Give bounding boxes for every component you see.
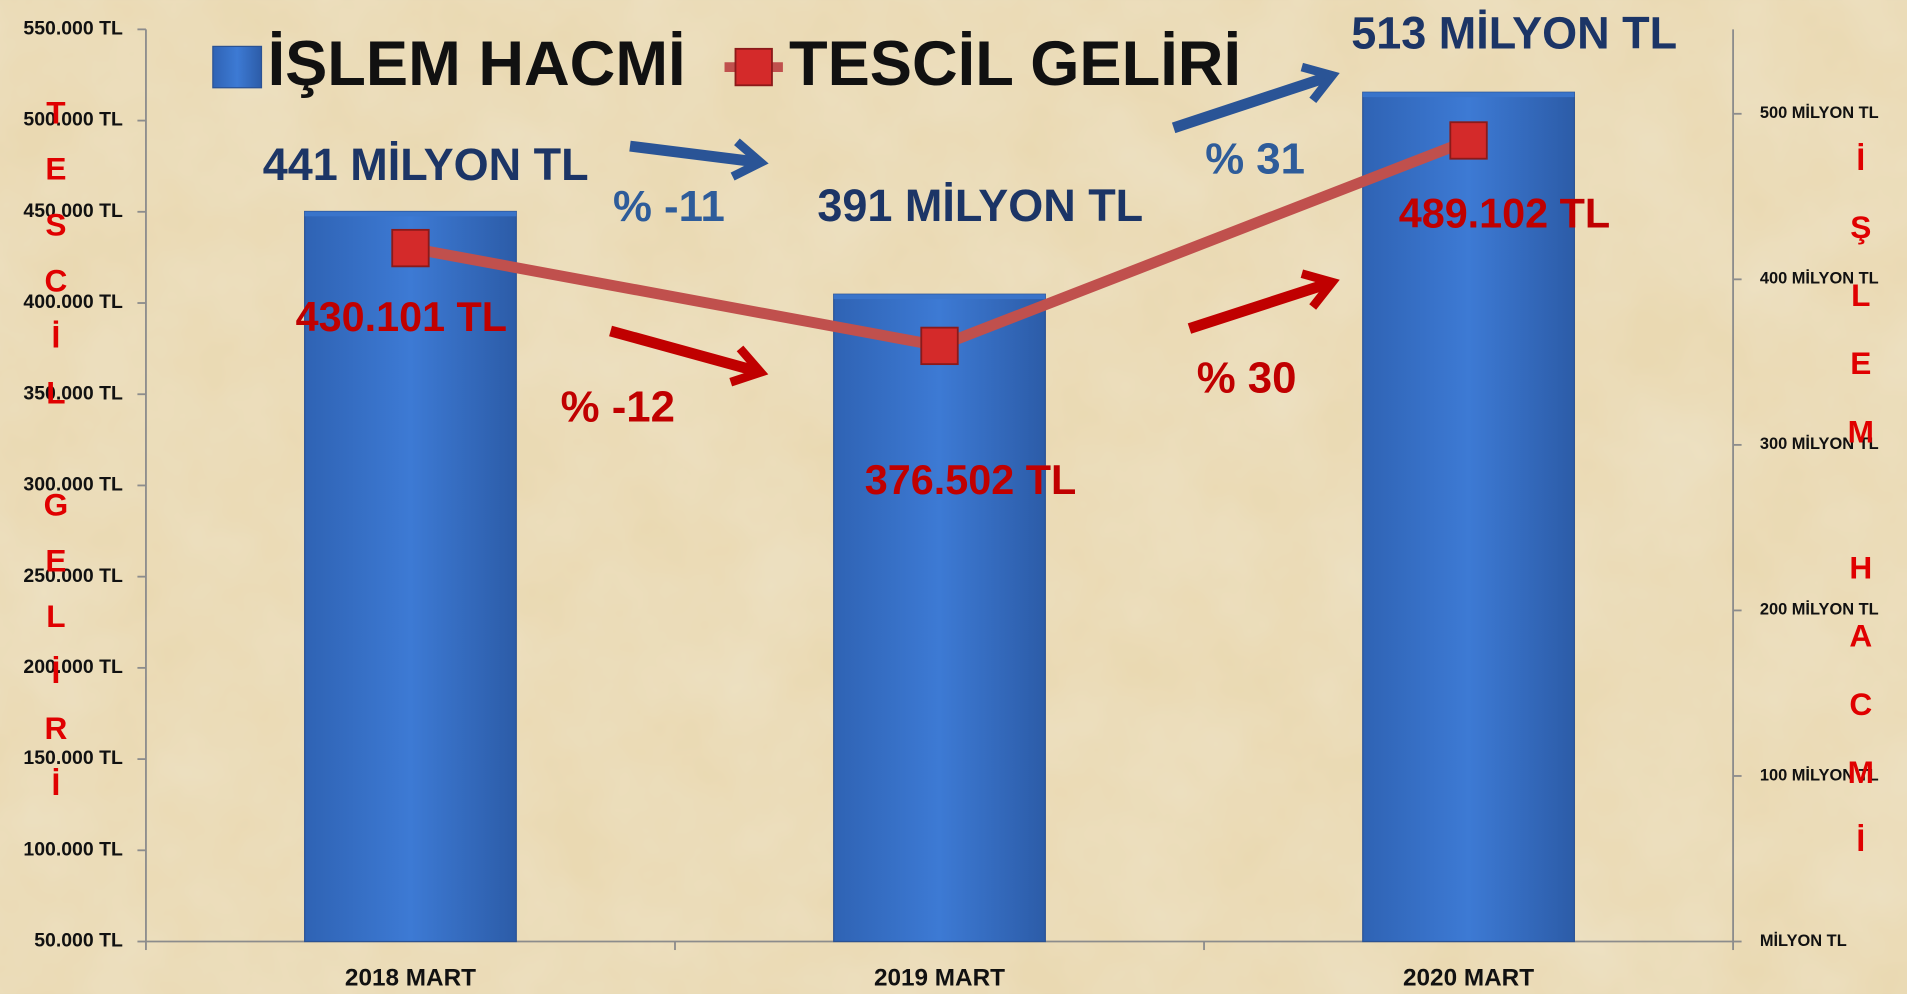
line-value-label: 489.102 TL (1399, 191, 1610, 237)
y-tick-label: 50.000 TL (34, 930, 123, 952)
line-marker (920, 326, 959, 366)
y-tick-label: 250.000 TL (23, 565, 123, 587)
y-tick-label: 150.000 TL (23, 747, 123, 769)
bar-value-label: 391 MİLYON TL (817, 180, 1143, 231)
arrows (609, 62, 1340, 387)
legend-marker (734, 47, 773, 87)
y-tick-label: 550.000 TL (23, 18, 123, 40)
annotation: % 30 (1197, 353, 1297, 402)
arrow (1171, 62, 1340, 134)
bar (1362, 91, 1575, 943)
bar-value-label: 441 MİLYON TL (263, 139, 589, 190)
y2-tick-label: MİLYON TL (1760, 932, 1847, 950)
y2-tick-label: 500 MİLYON TL (1760, 104, 1879, 122)
annotation: % 31 (1205, 134, 1305, 183)
y2-tick-label: 100 MİLYON TL (1760, 766, 1879, 784)
y-tick-label: 400.000 TL (23, 291, 123, 313)
x-tick-label: 2018 MART (345, 965, 476, 992)
y-tick-label: 300.000 TL (23, 474, 123, 496)
legend-label: TESCİL GELİRİ (789, 29, 1241, 99)
legend-swatch (212, 45, 263, 89)
bar (833, 293, 1046, 943)
y2-tick-label: 200 MİLYON TL (1760, 601, 1879, 619)
bar-top (304, 211, 517, 217)
legend-label: İŞLEM HACMİ (268, 29, 686, 99)
line-marker (1449, 121, 1488, 160)
annotation: % -12 (561, 383, 675, 432)
bar-top (1362, 92, 1575, 98)
x-tick-label: 2020 MART (1403, 965, 1534, 992)
line-value-label: 376.502 TL (865, 457, 1076, 503)
bar-value-label: 513 MİLYON TL (1351, 8, 1677, 59)
annotation: % -11 (613, 182, 725, 231)
x-tick-label: 2019 MART (874, 965, 1005, 992)
y-tick-label: 350.000 TL (23, 382, 123, 404)
line-value-label: 430.101 TL (296, 294, 507, 340)
bar (304, 210, 517, 943)
arrow (629, 138, 769, 181)
y-tick-label: 100.000 TL (23, 838, 123, 860)
arrow (1187, 269, 1340, 334)
y-tick-label: 200.000 TL (23, 656, 123, 678)
y-tick-label: 450.000 TL (23, 200, 123, 222)
y2-tick-label: 400 MİLYON TL (1760, 270, 1879, 288)
line-marker (391, 228, 430, 268)
y-tick-label: 500.000 TL (23, 109, 123, 131)
arrow (609, 325, 769, 387)
bar-top (833, 294, 1046, 300)
y2-tick-label: 300 MİLYON TL (1760, 435, 1879, 453)
